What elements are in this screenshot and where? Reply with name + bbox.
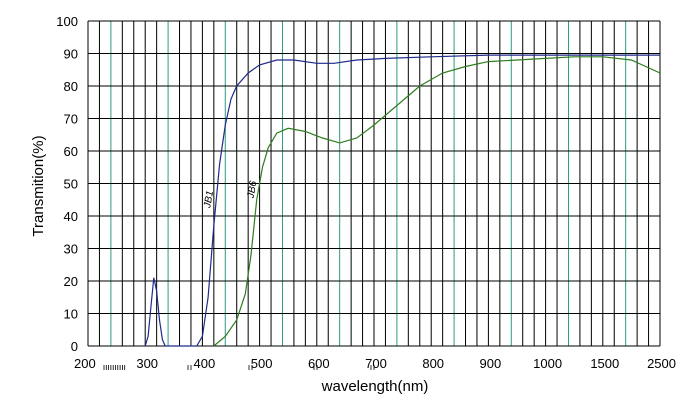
series-line-jb6 xyxy=(213,56,661,347)
y-tick-label: 100 xyxy=(56,14,78,29)
x-tick-label: 1500 xyxy=(590,356,619,371)
series-line-jb1 xyxy=(144,54,660,347)
y-tick-label: 0 xyxy=(71,339,78,354)
x-tick-label: 400 xyxy=(194,356,216,371)
chart-series xyxy=(144,54,661,347)
x-tick-label: 700 xyxy=(365,356,387,371)
y-tick-label: 10 xyxy=(64,307,78,322)
y-tick-label: 90 xyxy=(64,47,78,62)
chart-labels: 0 10 20 30 40 50 60 70 80 90 100 200 300 400 500 600 700… xyxy=(56,14,676,371)
y-tick-label: 60 xyxy=(64,144,78,159)
x-tick-label: 600 xyxy=(308,356,330,371)
y-axis-title: Transmition(%) xyxy=(30,135,47,236)
curve-label-jb1: JB1 xyxy=(202,190,216,210)
x-tick-label: 2500 xyxy=(647,356,676,371)
y-tick-label: 80 xyxy=(64,79,78,94)
x-tick-label: 900 xyxy=(480,356,502,371)
y-tick-label: 40 xyxy=(64,209,78,224)
y-tick-label: 70 xyxy=(64,112,78,127)
chart-grid xyxy=(87,20,661,370)
y-tick-label: 30 xyxy=(64,242,78,257)
x-tick-label: 300 xyxy=(136,356,158,371)
y-tick-label: 50 xyxy=(64,177,78,192)
x-axis-title: wavelength(nm) xyxy=(321,378,429,395)
x-tick-label: 200 xyxy=(74,356,96,371)
curve-label-jb6: JB6 xyxy=(245,180,259,200)
x-tick-label: 500 xyxy=(251,356,273,371)
y-tick-label: 20 xyxy=(64,274,78,289)
x-tick-label: 800 xyxy=(422,356,444,371)
x-tick-label: 1000 xyxy=(533,356,562,371)
